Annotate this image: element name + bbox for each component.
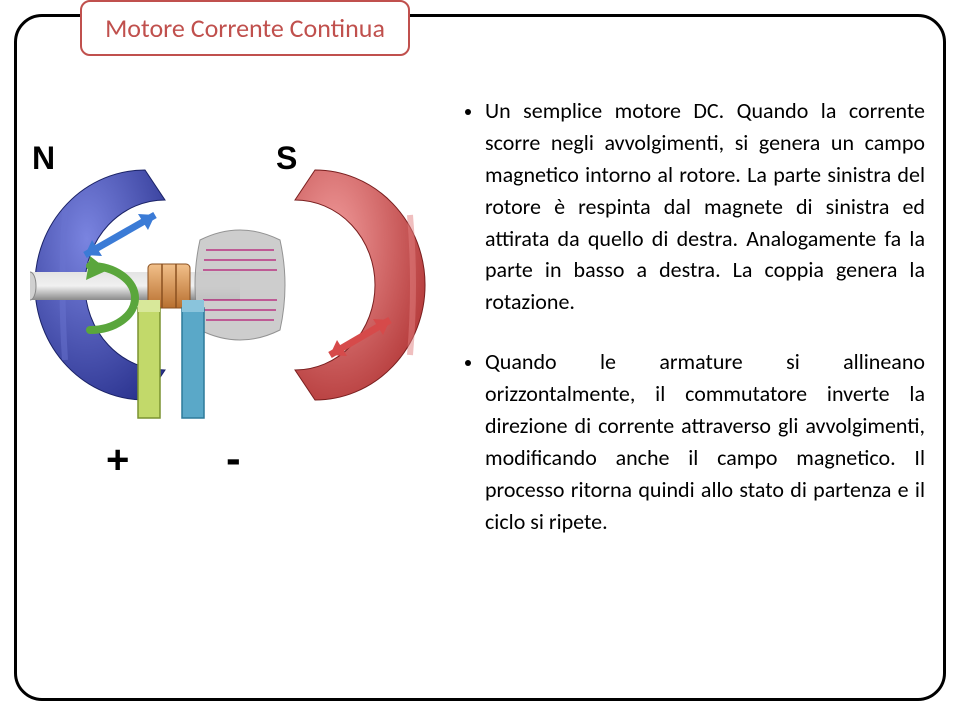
title-text: Motore Corrente Continua <box>105 12 385 44</box>
paragraph-1: Un semplice motore DC. Quando la corrent… <box>485 95 925 318</box>
magnet-south <box>295 170 425 400</box>
bullet-item: Quando le armature si allineano orizzont… <box>465 346 925 537</box>
dc-motor-diagram: N S + - <box>30 100 450 520</box>
bullet-dot-icon <box>465 360 471 366</box>
title-box: Motore Corrente Continua <box>80 0 410 56</box>
text-column: Un semplice motore DC. Quando la corrent… <box>465 95 925 566</box>
label-plus: + <box>106 438 129 483</box>
rotor-windings <box>195 230 285 340</box>
label-south: S <box>276 140 297 177</box>
brush-right <box>182 300 204 418</box>
label-minus: - <box>226 434 241 484</box>
bullet-item: Un semplice motore DC. Quando la corrent… <box>465 95 925 318</box>
label-north: N <box>32 140 55 177</box>
brush-left <box>138 300 160 418</box>
paragraph-2: Quando le armature si allineano orizzont… <box>485 346 925 537</box>
bullet-dot-icon <box>465 109 471 115</box>
